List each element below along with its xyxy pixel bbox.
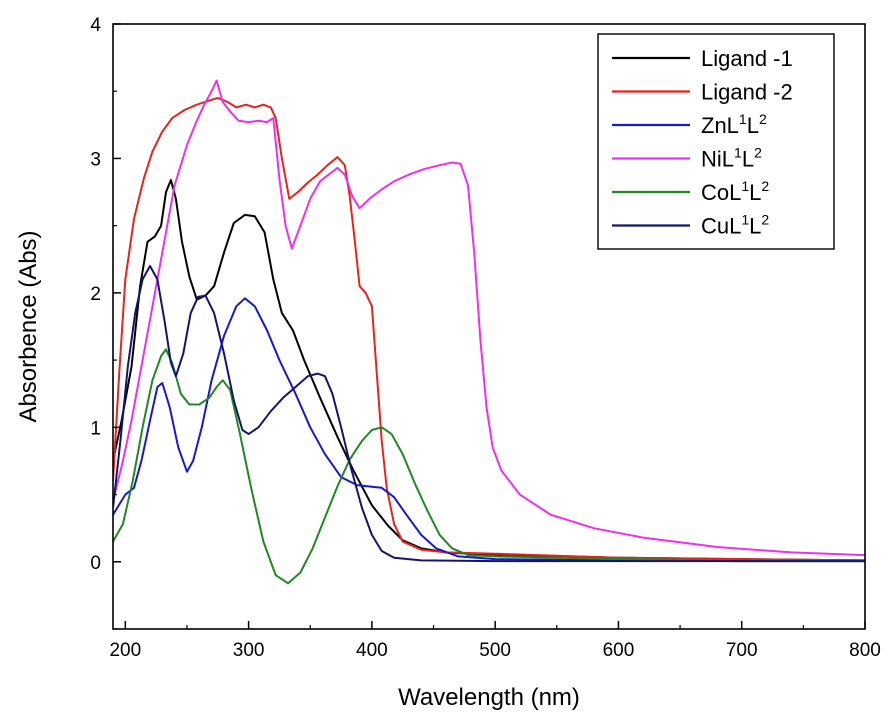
y-tick-label: 4 <box>90 15 101 36</box>
legend-text-part: L <box>749 180 761 205</box>
series-line-5 <box>113 348 865 585</box>
y-tick-label: 0 <box>90 553 101 574</box>
legend-text-part: Ligand -1 <box>701 46 793 71</box>
y-tick-label: 3 <box>90 149 101 170</box>
x-tick-label: 500 <box>479 640 511 661</box>
series-line-2 <box>113 96 865 562</box>
series-line-4 <box>113 79 865 557</box>
legend-label-4: NiL1L2 <box>701 145 762 172</box>
legend-text-part: Ligand -2 <box>701 80 793 105</box>
series-line-6 <box>113 265 865 563</box>
plot-lines <box>113 79 865 585</box>
legend-label-3: ZnL1L2 <box>701 111 767 138</box>
legend-superscript: 2 <box>759 111 767 127</box>
legend-label-1: Ligand -1 <box>701 46 793 71</box>
y-tick-label: 1 <box>90 418 101 439</box>
legend-superscript: 1 <box>741 212 749 228</box>
legend-text-part: ZnL <box>701 113 739 138</box>
legend-superscript: 2 <box>761 178 769 194</box>
legend-text-part: L <box>749 214 761 239</box>
series-line-3 <box>113 297 865 563</box>
y-tick-label: 2 <box>90 284 101 305</box>
axes <box>112 23 866 630</box>
legend-text-part: L <box>742 147 754 172</box>
x-tick-label: 700 <box>726 640 758 661</box>
legend-superscript: 1 <box>741 178 749 194</box>
legend-text-part: NiL <box>701 147 734 172</box>
x-tick-label: 300 <box>233 640 265 661</box>
x-tick-label: 200 <box>109 640 141 661</box>
y-axis-title: Absorbence (Abs) <box>15 230 42 422</box>
x-tick-label: 400 <box>356 640 388 661</box>
legend-label-2: Ligand -2 <box>701 80 793 105</box>
legend-box <box>597 33 835 250</box>
x-tick-label: 800 <box>849 640 881 661</box>
x-axis-title: Wavelength (nm) <box>398 684 580 711</box>
legend-superscript: 1 <box>739 111 747 127</box>
x-tick-label: 600 <box>603 640 635 661</box>
legend-text-part: L <box>747 113 759 138</box>
legend-text-part: CuL <box>701 214 741 239</box>
legend-label-5: CoL1L2 <box>701 178 769 205</box>
legend-superscript: 2 <box>761 212 769 228</box>
legend-label-6: CuL1L2 <box>701 212 769 239</box>
series-line-1 <box>113 179 865 562</box>
plot-frame <box>112 23 866 630</box>
legend-superscript: 1 <box>734 145 742 161</box>
legend-text-part: CoL <box>701 180 741 205</box>
legend-superscript: 2 <box>754 145 762 161</box>
